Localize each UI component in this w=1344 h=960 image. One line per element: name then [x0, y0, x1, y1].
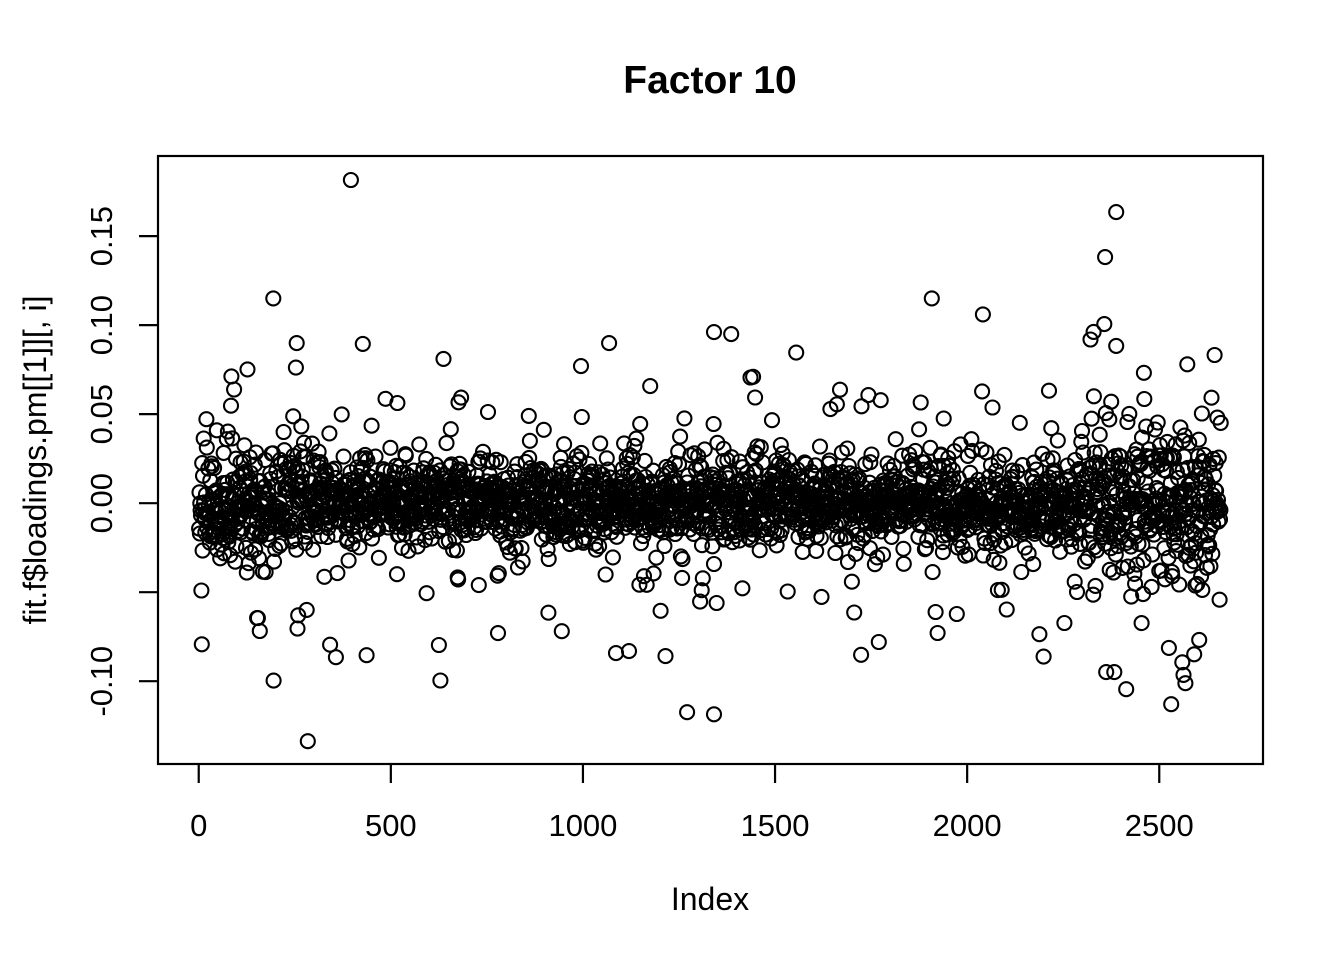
y-tick-label: 0.00	[84, 473, 119, 533]
chart-title: Factor 10	[623, 59, 796, 102]
x-axis-label: Index	[671, 881, 749, 917]
plot-box	[156, 154, 1265, 766]
y-tick-label: -0.10	[84, 646, 119, 717]
x-tick-label: 2000	[933, 808, 1002, 843]
y-tick-label: 0.05	[84, 384, 119, 444]
x-axis-ticks: 0 500 1000 1500 2000 2500	[190, 764, 1194, 843]
x-tick-label: 1000	[548, 808, 617, 843]
x-tick-label: 2500	[1125, 808, 1194, 843]
y-tick-label: 0.10	[84, 295, 119, 355]
data-points	[191, 171, 1229, 750]
y-axis-label: fit.f$loadings.pm[[1]][, i]	[17, 295, 53, 624]
y-axis-ticks: 0.15 0.10 0.05 0.00 -0.10	[84, 206, 158, 717]
y-tick-label: 0.15	[84, 206, 119, 266]
x-tick-label: 0	[190, 808, 207, 843]
x-tick-label: 1500	[741, 808, 810, 843]
x-tick-label: 500	[365, 808, 417, 843]
